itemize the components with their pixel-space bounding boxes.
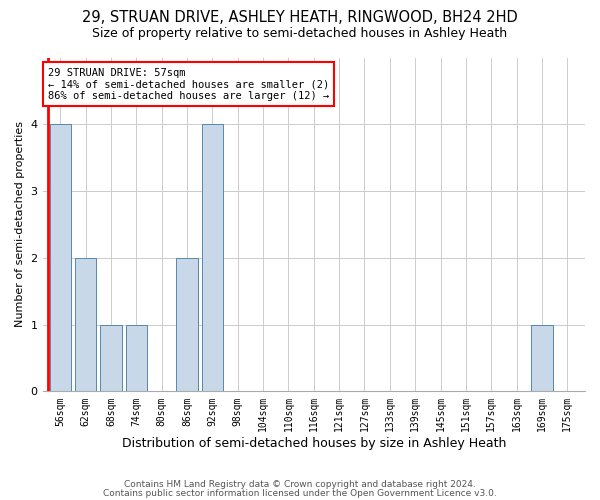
Bar — [100, 324, 122, 392]
Text: 29 STRUAN DRIVE: 57sqm
← 14% of semi-detached houses are smaller (2)
86% of semi: 29 STRUAN DRIVE: 57sqm ← 14% of semi-det… — [48, 68, 329, 100]
Bar — [202, 124, 223, 392]
Bar — [50, 124, 71, 392]
Bar — [125, 324, 147, 392]
Text: Contains HM Land Registry data © Crown copyright and database right 2024.: Contains HM Land Registry data © Crown c… — [124, 480, 476, 489]
Bar — [75, 258, 97, 392]
X-axis label: Distribution of semi-detached houses by size in Ashley Heath: Distribution of semi-detached houses by … — [122, 437, 506, 450]
Bar — [531, 324, 553, 392]
Text: 29, STRUAN DRIVE, ASHLEY HEATH, RINGWOOD, BH24 2HD: 29, STRUAN DRIVE, ASHLEY HEATH, RINGWOOD… — [82, 10, 518, 25]
Y-axis label: Number of semi-detached properties: Number of semi-detached properties — [15, 122, 25, 328]
Text: Size of property relative to semi-detached houses in Ashley Heath: Size of property relative to semi-detach… — [92, 28, 508, 40]
Bar — [176, 258, 198, 392]
Text: Contains public sector information licensed under the Open Government Licence v3: Contains public sector information licen… — [103, 489, 497, 498]
